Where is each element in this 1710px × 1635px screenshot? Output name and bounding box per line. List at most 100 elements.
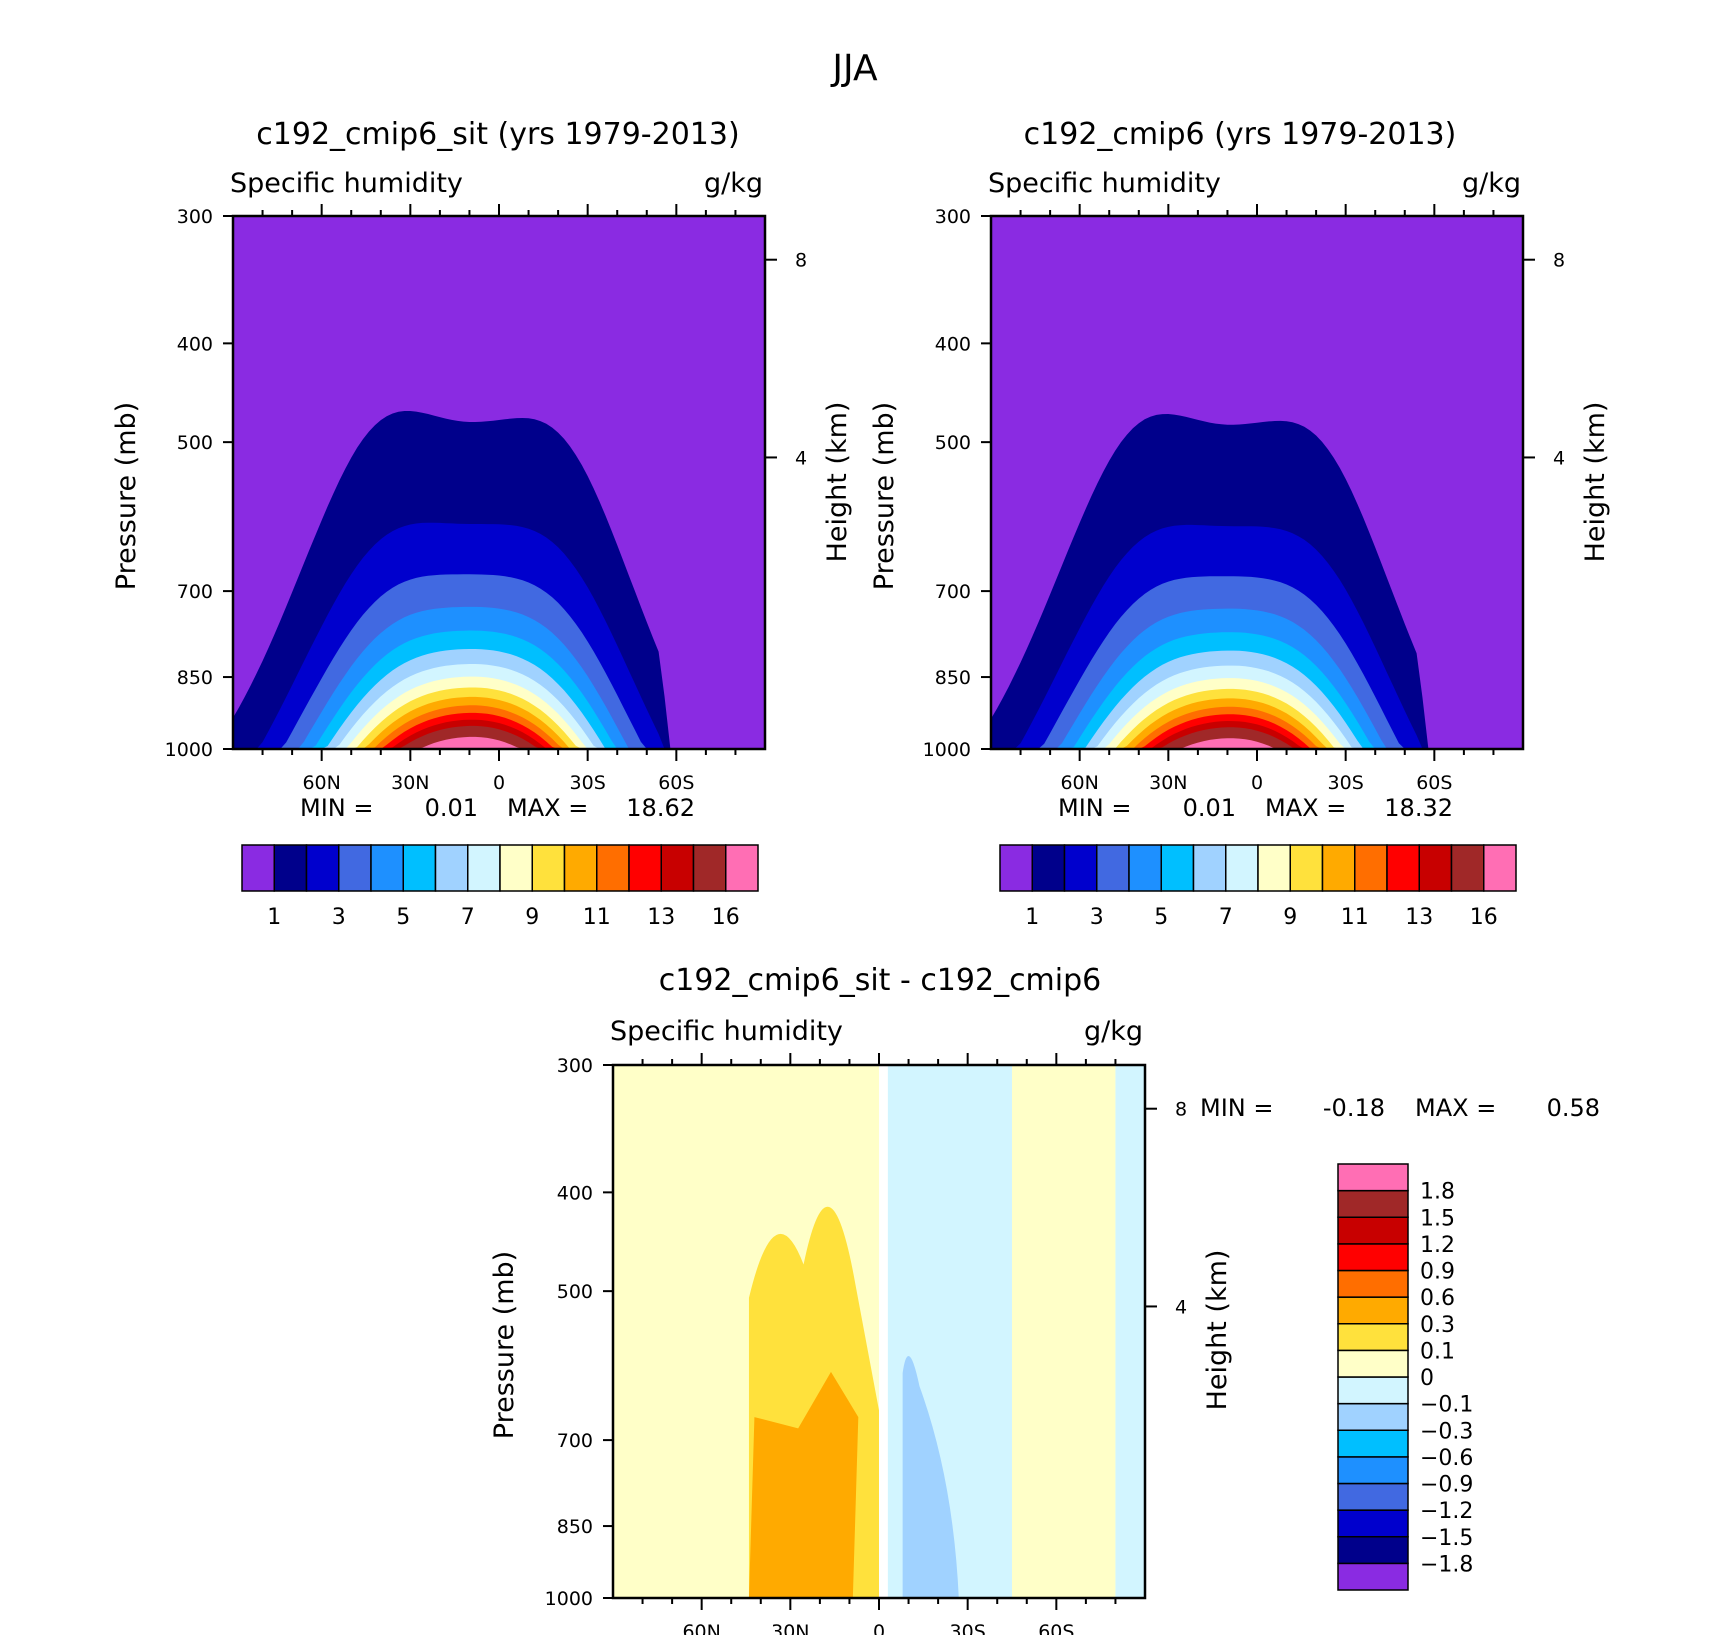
colorbar-box [1337, 1562, 1409, 1591]
colorbar-box [1418, 844, 1453, 892]
colorbar-label: −1.8 [1420, 1552, 1473, 1577]
y-tick-label: 400 [935, 333, 971, 355]
colorbar-label: 1.8 [1420, 1180, 1455, 1205]
colorbar-box [1337, 1323, 1409, 1352]
colorbar-label: 0.9 [1420, 1260, 1455, 1285]
y-tick-label: 400 [557, 1182, 593, 1204]
colorbar-label: 0.3 [1420, 1313, 1455, 1338]
colorbar-box [402, 844, 437, 892]
colorbar-box [725, 844, 759, 892]
colorbar-boxes: 1 3 5 7 9 11 13 16 [999, 844, 1517, 930]
y-tick-label: 500 [177, 432, 213, 454]
figure-title: JJA [830, 48, 878, 89]
y-tick-label: 400 [177, 333, 213, 355]
colorbar-boxes: 1.81.51.20.90.60.30.10−0.1−0.3−0.6−0.9−1… [1337, 1163, 1473, 1591]
y-tick-label: 850 [935, 667, 971, 689]
colorbar: 1.81.51.20.90.60.30.10−0.1−0.3−0.6−0.9−1… [1337, 1163, 1473, 1591]
colorbar-box [1337, 1243, 1409, 1272]
colorbar-label: 13 [1405, 905, 1433, 930]
y-right-tick-label: 4 [795, 447, 807, 469]
colorbar-label: 16 [1470, 905, 1498, 930]
y-tick-label: 700 [935, 581, 971, 603]
contour-plot: 300 400 500 700 850 1000 60N 30N 0 30S 60S 8 4 [545, 1053, 1187, 1635]
y-axis-right-label: Height (km) [1580, 402, 1611, 563]
y-tick-label: 500 [557, 1281, 593, 1303]
colorbar-box [1337, 1349, 1409, 1378]
colorbar-box [1337, 1163, 1409, 1192]
colorbar-box [531, 844, 566, 892]
min-value: 0.01 [1183, 794, 1236, 822]
colorbar-box [1337, 1482, 1409, 1511]
colorbar-box [1337, 1509, 1409, 1538]
colorbar-box [1192, 844, 1227, 892]
variable-label: Specific humidity [610, 1016, 843, 1047]
y-tick-label: 300 [935, 206, 971, 228]
colorbar-box [1289, 844, 1324, 892]
y-axis-label: Pressure (mb) [869, 402, 900, 590]
colorbar-box [241, 844, 275, 892]
colorbar-box [1337, 1536, 1409, 1565]
y-right-tick-label: 4 [1553, 447, 1565, 469]
contour-band [233, 725, 765, 749]
colorbar: 1 3 5 7 9 11 13 16 [241, 844, 759, 930]
units-label: g/kg [1462, 168, 1521, 199]
colorbar-boxes: 1 3 5 7 9 11 13 16 [241, 844, 759, 930]
contour-fill [233, 216, 765, 749]
axes: 300 400 500 700 850 1000 60N 30N 0 30S 60S 8 4 [545, 1053, 1187, 1635]
colorbar-label: 1.5 [1420, 1206, 1455, 1231]
colorbar-box [467, 844, 501, 892]
colorbar-box [1337, 1456, 1409, 1485]
max-label: MAX = [1265, 794, 1346, 822]
y-tick-label: 1000 [165, 739, 213, 761]
y-right-tick-label: 8 [795, 250, 807, 272]
min-value: 0.01 [425, 794, 478, 822]
contour-band [991, 738, 1523, 749]
x-tick-label: 0 [493, 772, 505, 794]
panel-title: c192_cmip6 (yrs 1979-2013) [1024, 117, 1457, 152]
colorbar-label: 5 [396, 905, 410, 930]
colorbar-box [338, 844, 372, 892]
colorbar-label: 3 [1090, 905, 1104, 930]
contour-region [748, 1371, 859, 1598]
colorbar-label: 11 [583, 905, 611, 930]
colorbar-box [1063, 844, 1098, 892]
units-label: g/kg [704, 168, 763, 199]
colorbar-box [1225, 844, 1259, 892]
contour-fill [991, 216, 1523, 749]
variable-label: Specific humidity [230, 168, 463, 199]
y-tick-label: 700 [557, 1430, 593, 1452]
contour-region [1115, 1065, 1145, 1598]
colorbar-label: 0 [1420, 1366, 1434, 1391]
colorbar-box [1096, 844, 1130, 892]
y-right-tick-label: 4 [1175, 1296, 1187, 1318]
x-tick-label: 60N [302, 772, 340, 794]
contour-band [233, 736, 765, 749]
colorbar-box [1031, 844, 1066, 892]
x-tick-label: 30N [391, 772, 429, 794]
y-axis-label: Pressure (mb) [111, 402, 142, 590]
y-tick-label: 300 [557, 1055, 593, 1077]
y-tick-label: 300 [177, 206, 213, 228]
y-tick-label: 700 [177, 581, 213, 603]
colorbar: 1 3 5 7 9 11 13 16 [999, 844, 1517, 930]
x-tick-label: 60S [658, 772, 694, 794]
colorbar-box [563, 844, 598, 892]
colorbar-box [628, 844, 662, 892]
panel-difference: c192_cmip6_sit - c192_cmip6 Specific hum… [489, 963, 1600, 1635]
x-tick-label: 60S [1038, 1621, 1074, 1635]
variable-label: Specific humidity [988, 168, 1221, 199]
colorbar-box [1257, 844, 1291, 892]
panel-title: c192_cmip6_sit - c192_cmip6 [659, 963, 1102, 998]
y-axis-right-label: Height (km) [1202, 1250, 1233, 1411]
colorbar-box [596, 844, 630, 892]
x-tick-label: 30S [570, 772, 606, 794]
colorbar-box [1354, 844, 1388, 892]
colorbar-box [1337, 1402, 1409, 1431]
colorbar-box [1337, 1216, 1409, 1245]
colorbar-label: 3 [332, 905, 346, 930]
colorbar-box [273, 844, 308, 892]
contour-region [1012, 1065, 1116, 1598]
colorbar-label: 1 [267, 905, 281, 930]
contour-band [991, 727, 1523, 749]
x-tick-label: 30N [1149, 772, 1187, 794]
